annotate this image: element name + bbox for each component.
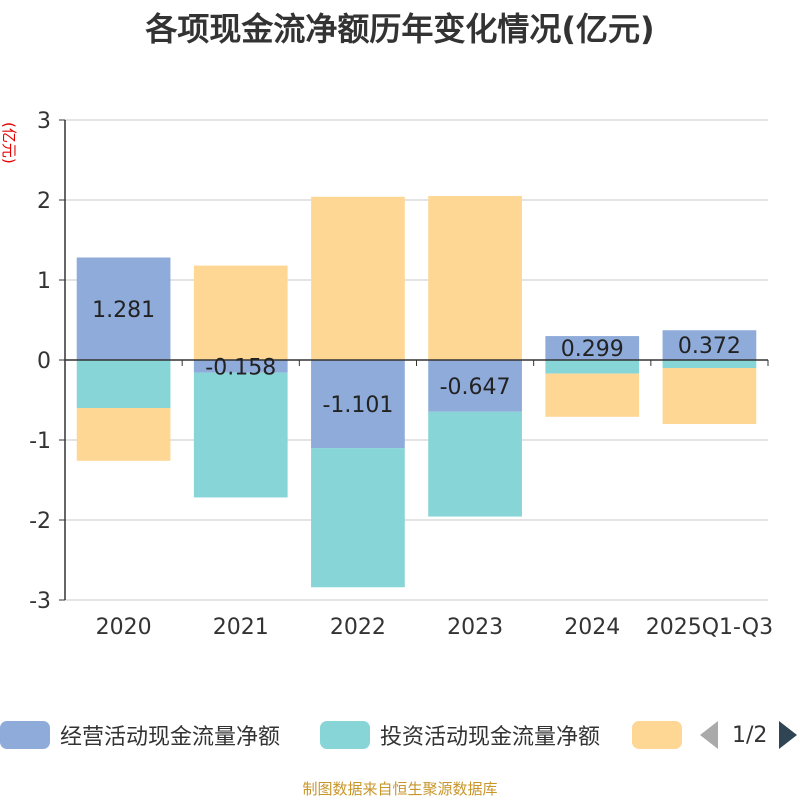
bar-3-2025Q1-Q3	[662, 368, 757, 424]
bar-1-2025Q1-Q3	[662, 330, 757, 360]
bar-3-2023	[428, 196, 522, 360]
legend-label-investing: 投资活动现金流量净额	[380, 725, 601, 750]
y-tick-label: -2	[29, 509, 51, 534]
legend: 经营活动现金流量净额 投资活动现金流量净额 1/2	[0, 715, 800, 755]
legend-page-indicator: 1/2	[732, 722, 768, 748]
bar-3-2022	[311, 196, 405, 360]
data-label: 0.299	[561, 337, 624, 362]
legend-swatch-financing	[632, 721, 682, 749]
x-tick-label: 2020	[96, 615, 152, 640]
bar-1-2023	[428, 360, 522, 412]
x-tick-label: 2024	[564, 615, 620, 640]
bar-2-2024	[545, 360, 640, 374]
bar-2-2022	[311, 448, 405, 588]
source-note: 制图数据来自恒生聚源数据库	[302, 780, 498, 798]
legend-next-icon[interactable]	[779, 721, 798, 749]
data-label: -1.101	[322, 393, 393, 418]
legend-swatch-investing	[320, 721, 370, 749]
legend-label-operating: 经营活动现金流量净额	[60, 725, 281, 750]
legend-item-operating[interactable]: 经营活动现金流量净额	[0, 715, 280, 755]
y-tick-label: 3	[37, 109, 51, 134]
y-tick-label: 0	[37, 349, 51, 374]
data-label: -0.647	[440, 375, 511, 400]
bar-3-2020	[76, 408, 171, 461]
x-tick-label: 2021	[213, 615, 269, 640]
data-label: -0.158	[205, 355, 276, 380]
data-label: 0.372	[678, 334, 741, 359]
bar-2-2025Q1-Q3	[662, 360, 757, 368]
legend-prev-icon[interactable]	[700, 721, 718, 749]
y-tick-label: -1	[29, 429, 51, 454]
bar-1-2021	[193, 360, 288, 373]
legend-pager: 1/2	[700, 715, 798, 755]
legend-item-investing[interactable]: 投资活动现金流量净额	[320, 715, 600, 755]
legend-item-financing[interactable]	[632, 715, 692, 755]
y-tick-label: 1	[37, 269, 51, 294]
x-tick-label: 2022	[330, 615, 386, 640]
chart-title: 各项现金流净额历年变化情况(亿元)	[145, 10, 655, 48]
legend-swatch-operating	[0, 721, 50, 749]
bar-3-2024	[545, 373, 640, 417]
bar-2-2021	[193, 372, 288, 498]
bar-1-2024	[545, 336, 640, 360]
y-tick-label: 2	[37, 189, 51, 214]
x-tick-label: 2023	[447, 615, 503, 640]
x-tick-label: 2025Q1-Q3	[646, 615, 773, 640]
bar-1-2022	[311, 360, 405, 449]
data-label: 1.281	[92, 298, 155, 323]
bar-3-2021	[193, 265, 288, 360]
y-tick-label: -3	[29, 589, 51, 614]
bar-1-2020	[76, 257, 171, 360]
bar-2-2020	[76, 360, 171, 408]
bar-2-2023	[428, 411, 522, 517]
chart: 3 2 1 0 -1 -2 -3 2020 2021 2022 2023 2024 2025Q1-Q3 1…	[29, 109, 773, 640]
